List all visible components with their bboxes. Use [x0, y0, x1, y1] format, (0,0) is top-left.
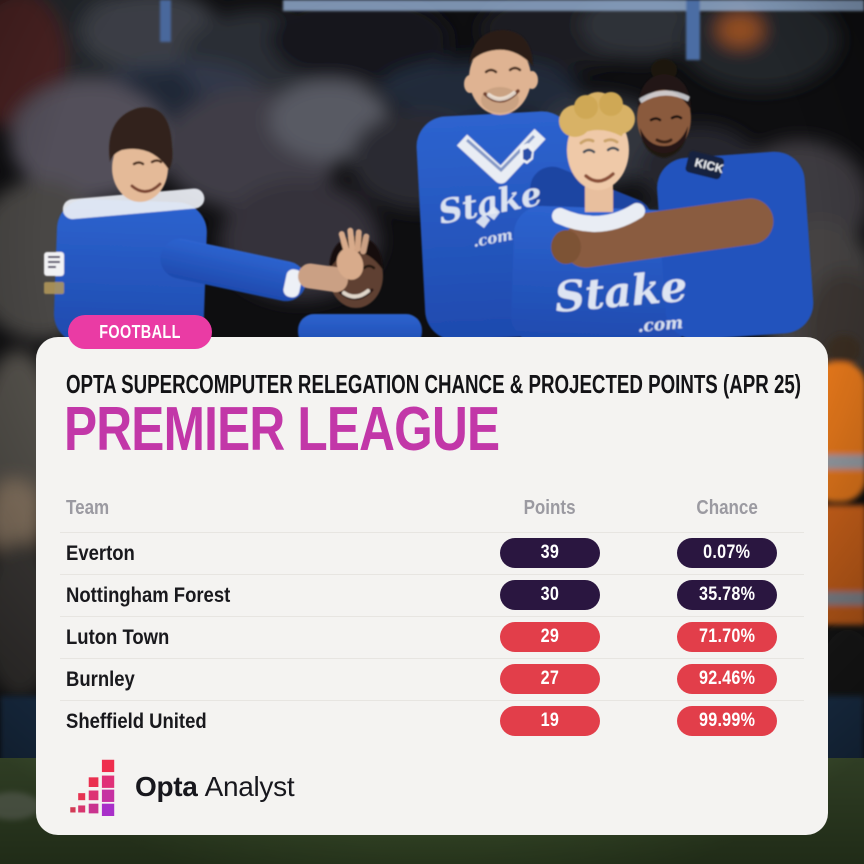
brand-name: Opta Analyst [135, 771, 295, 803]
team-name: Nottingham Forest [66, 583, 231, 607]
team-name: Luton Town [66, 625, 170, 649]
table-row: Nottingham Forest 30 35.78% [60, 574, 804, 616]
points-pill: 19 [500, 706, 600, 736]
relegation-table: Team Points Chance Everton 39 0.07% Nott… [60, 489, 804, 742]
table-row: Everton 39 0.07% [60, 532, 804, 574]
page-title: PREMIER LEAGUE [64, 395, 500, 464]
category-badge: FOOTBALL [68, 315, 212, 349]
points-pill: 29 [500, 622, 600, 652]
points-pill: 39 [500, 538, 600, 568]
content-card: OPTA SUPERCOMPUTER RELEGATION CHANCE & P… [36, 337, 828, 835]
chance-pill: 92.46% [677, 664, 777, 694]
table-row: Burnley 27 92.46% [60, 658, 804, 700]
brand-name-light: Analyst [204, 771, 295, 802]
brand-footer: Opta Analyst [66, 758, 295, 816]
team-name: Sheffield United [66, 709, 207, 733]
chance-pill: 99.99% [677, 706, 777, 736]
table-header: Team Points Chance [60, 489, 804, 532]
kicker-title: OPTA SUPERCOMPUTER RELEGATION CHANCE & P… [66, 369, 802, 399]
column-header-team: Team [66, 497, 110, 519]
category-badge-label: FOOTBALL [99, 321, 181, 342]
points-pill: 30 [500, 580, 600, 610]
column-header-points: Points [524, 497, 576, 519]
column-header-chance: Chance [696, 497, 758, 519]
team-name: Burnley [66, 667, 135, 691]
table-row: Sheffield United 19 99.99% [60, 700, 804, 742]
opta-analyst-logo-icon [70, 759, 115, 816]
chance-pill: 71.70% [677, 622, 777, 652]
brand-name-bold: Opta [135, 771, 198, 802]
points-pill: 27 [500, 664, 600, 694]
chance-pill: 35.78% [677, 580, 777, 610]
table-row: Luton Town 29 71.70% [60, 616, 804, 658]
team-name: Everton [66, 541, 135, 565]
chance-pill: 0.07% [677, 538, 777, 568]
